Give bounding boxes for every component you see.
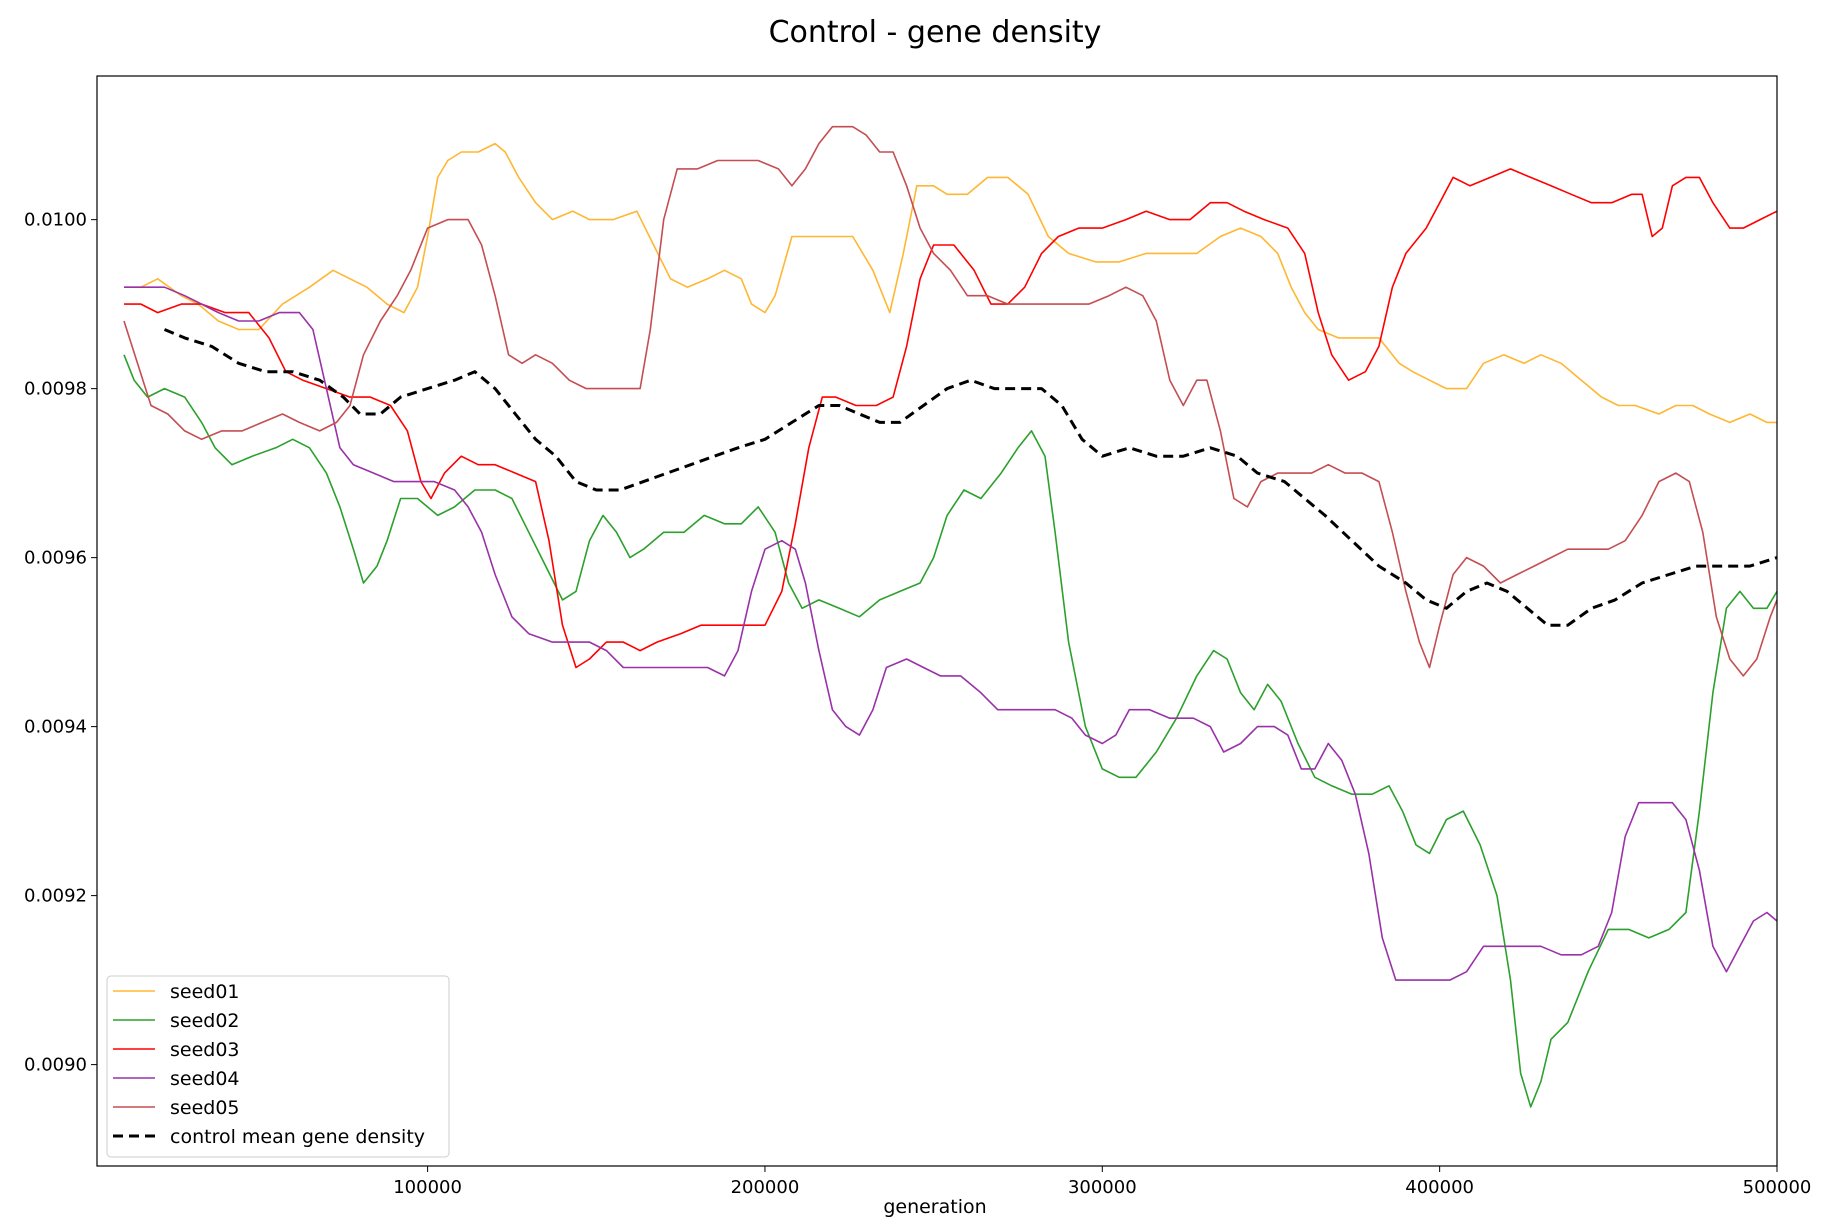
x-axis-ticks: 100000 200000 300000 400000 500000 bbox=[393, 1166, 1811, 1198]
chart-title: Control - gene density bbox=[769, 15, 1102, 50]
y-axis-ticks: 0.0090 0.0092 0.0094 0.0096 0.0098 0.0100 bbox=[24, 210, 97, 1076]
legend: seed01 seed02 seed03 seed04 seed05 control me… bbox=[106, 975, 450, 1158]
legend-box bbox=[106, 975, 450, 1158]
legend-label: seed02 bbox=[170, 1010, 240, 1032]
series-line-5 bbox=[123, 125, 1778, 677]
legend-label: seed05 bbox=[170, 1097, 240, 1119]
x-tick-label: 200000 bbox=[731, 1177, 800, 1198]
x-axis-label: generation bbox=[883, 1196, 986, 1218]
y-tick-label: 0.0090 bbox=[24, 1055, 87, 1076]
legend-label: seed01 bbox=[170, 981, 240, 1003]
series-line-4 bbox=[124, 286, 1778, 981]
y-tick-label: 0.0096 bbox=[24, 548, 87, 569]
x-tick-label: 100000 bbox=[393, 1177, 462, 1198]
plot-frame bbox=[96, 75, 1778, 1167]
x-tick-label: 400000 bbox=[1405, 1177, 1474, 1198]
y-tick-label: 0.0094 bbox=[24, 717, 87, 738]
legend-label: seed04 bbox=[170, 1068, 240, 1090]
y-tick-label: 0.0098 bbox=[24, 379, 87, 400]
series-line-2 bbox=[123, 354, 1778, 1108]
x-tick-label: 300000 bbox=[1068, 1177, 1137, 1198]
legend-label: seed03 bbox=[170, 1039, 240, 1061]
y-tick-label: 0.0092 bbox=[24, 886, 87, 907]
series-layer bbox=[123, 125, 1778, 1108]
series-line-3 bbox=[124, 168, 1778, 669]
y-tick-label: 0.0100 bbox=[24, 210, 87, 231]
x-tick-label: 500000 bbox=[1743, 1177, 1812, 1198]
series-line-1 bbox=[124, 142, 1777, 424]
series-line-6 bbox=[163, 328, 1778, 627]
legend-label: control mean gene density bbox=[170, 1126, 425, 1148]
